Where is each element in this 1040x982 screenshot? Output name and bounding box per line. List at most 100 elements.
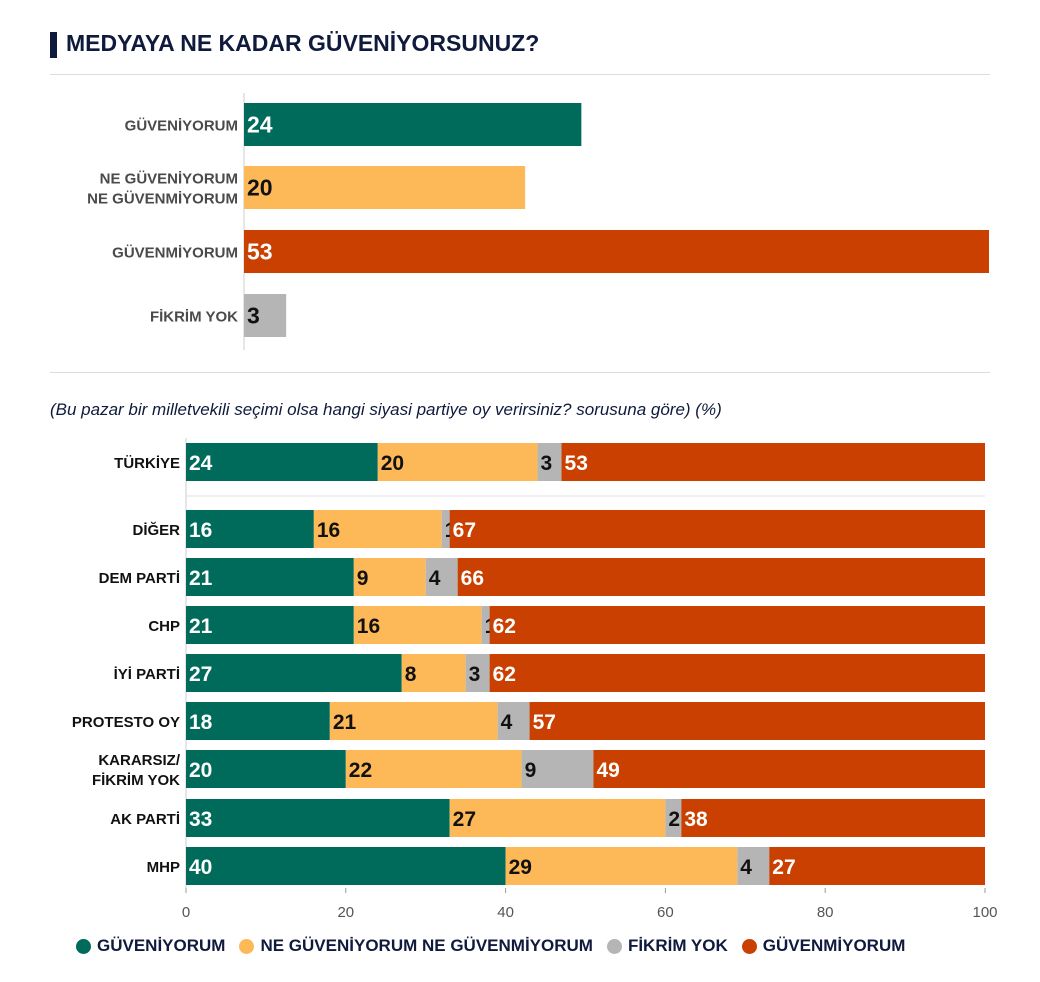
chart2-category-label: FİKRİM YOK [92, 772, 180, 789]
chart2-value-label: 57 [533, 711, 556, 734]
chart1-bar [244, 294, 287, 337]
chart2-bar-segment [186, 847, 506, 885]
chart2-bar-segment [186, 750, 346, 788]
chart2-value-label: 21 [189, 615, 213, 638]
chart2-bar-segment [353, 558, 426, 596]
chart2-value-label: 49 [596, 759, 619, 782]
chart2-value-label: 4 [429, 567, 441, 590]
chart2-value-label: 9 [357, 567, 369, 590]
chart2-bar-segment [457, 558, 985, 596]
chart2-bar-segment [521, 750, 594, 788]
chart2-bar-segment [529, 702, 985, 740]
chart2-value-label: 24 [189, 452, 213, 475]
chart2-bar-segment [449, 510, 985, 548]
chart2-value-label: 21 [189, 567, 213, 590]
chart1-value-label: 3 [247, 303, 260, 329]
chart1-category-label: NE GÜVENMİYORUM [87, 191, 238, 208]
chart2-value-label: 4 [740, 856, 752, 879]
chart2-bar-segment [441, 510, 450, 548]
legend-swatch [76, 938, 91, 954]
legend-item: FİKRİM YOK [606, 936, 728, 956]
chart1-category-label: GÜVENİYORUM [125, 118, 238, 135]
chart2-bar-segment [186, 443, 378, 481]
chart2-category-label: MHP [147, 859, 180, 876]
chart2-value-label: 66 [461, 567, 484, 590]
chart1-bar [244, 166, 526, 209]
chart2-value-label: 3 [541, 452, 553, 475]
chart2-bar-segment [593, 750, 985, 788]
chart2-bar-segment [489, 606, 985, 644]
chart2-value-label: 38 [684, 808, 708, 831]
chart2-bar-segment [497, 702, 530, 740]
chart2-category-label: İYİ PARTİ [114, 666, 180, 683]
legend-swatch [741, 938, 757, 954]
chart2-bar-segment [353, 606, 482, 644]
chart2-value-label: 67 [453, 519, 476, 542]
chart2-tick-label: 80 [817, 904, 834, 921]
chart2-bar-segment [561, 443, 985, 481]
chart2-category-label: TÜRKİYE [114, 455, 180, 472]
chart2-bar-segment [186, 799, 450, 837]
chart2-value-label: 62 [493, 663, 516, 686]
chart1-category-label: NE GÜVENİYORUM [100, 171, 238, 188]
chart2-bar-segment [186, 558, 354, 596]
legend: GÜVENİYORUM NE GÜVENİYORUM NE GÜVENMİYORU… [76, 936, 919, 956]
chart2-tick-label: 60 [657, 904, 674, 921]
legend-label: GÜVENMİYORUM [762, 936, 906, 955]
chart1-category-label: FİKRİM YOK [150, 309, 238, 326]
chart2-bar-segment [481, 606, 490, 644]
chart2-value-label: 20 [189, 759, 212, 782]
chart2-value-label: 4 [501, 711, 513, 734]
chart2-value-label: 18 [189, 711, 213, 734]
legend-label: FİKRİM YOK [627, 936, 728, 955]
legend-swatch [239, 938, 255, 954]
chart2-value-label: 20 [381, 452, 404, 475]
chart2-value-label: 21 [333, 711, 357, 734]
chart2-bar-segment [401, 654, 466, 692]
chart2-bar-segment [377, 443, 538, 481]
chart1-category-label: GÜVENMİYORUM [112, 245, 238, 262]
legend-item: NE GÜVENİYORUM NE GÜVENMİYORUM [239, 936, 593, 956]
chart2-bar-segment [329, 702, 498, 740]
chart2-category-label: KARARSIZ/ [98, 752, 180, 769]
chart2-value-label: 29 [509, 856, 532, 879]
chart2-value-label: 16 [317, 519, 340, 542]
chart2-value-label: 16 [189, 519, 212, 542]
chart2-category-label: CHP [148, 618, 180, 635]
chart2-value-label: 9 [525, 759, 537, 782]
legend-label: GÜVENİYORUM [97, 936, 226, 955]
chart2-value-label: 27 [453, 808, 476, 831]
title-accent-bar [50, 32, 57, 58]
legend-item: GÜVENİYORUM [76, 936, 225, 956]
chart2-bar-segment [186, 606, 354, 644]
chart2-bar-segment [505, 847, 738, 885]
chart2-bar-segment [681, 799, 985, 837]
chart1-bar [244, 103, 582, 146]
chart2-tick-label: 100 [972, 904, 997, 921]
chart2-value-label: 40 [189, 856, 212, 879]
divider-middle [50, 372, 990, 373]
chart2-bar-segment [186, 654, 402, 692]
chart2-value-label: 2 [668, 808, 680, 831]
chart-title: MEDYAYA NE KADAR GÜVENİYORSUNUZ? [66, 30, 540, 56]
chart2-value-label: 53 [565, 452, 588, 475]
legend-label: NE GÜVENİYORUM NE GÜVENMİYORUM [260, 936, 593, 955]
chart2-bar-segment [465, 654, 490, 692]
chart2-bar-segment [186, 702, 330, 740]
chart-subtitle: (Bu pazar bir milletvekili seçimi olsa h… [50, 400, 722, 419]
chart2-tick-label: 0 [182, 904, 190, 921]
chart1-value-label: 53 [247, 239, 273, 265]
chart2-bar-segment [537, 443, 562, 481]
chart2-value-label: 16 [357, 615, 380, 638]
legend-swatch [606, 938, 622, 954]
chart2-value-label: 62 [493, 615, 516, 638]
chart2-value-label: 22 [349, 759, 372, 782]
chart2-bar-segment [489, 654, 985, 692]
chart2-bar-segment [345, 750, 522, 788]
chart1-bar [244, 230, 989, 273]
chart2-value-label: 27 [772, 856, 795, 879]
chart2-bar-segment [769, 847, 985, 885]
chart2-category-label: PROTESTO OY [72, 714, 180, 731]
chart2-bar-segment [425, 558, 458, 596]
chart2-bar-segment [313, 510, 442, 548]
